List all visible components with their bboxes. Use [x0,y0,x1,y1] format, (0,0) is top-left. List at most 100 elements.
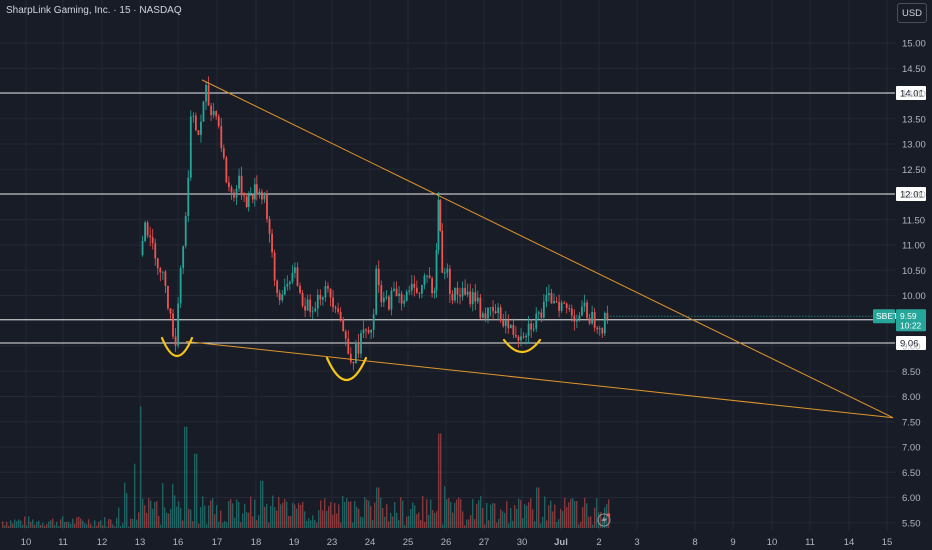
candle-body [339,311,342,320]
candle-body [167,285,169,309]
volume-bar [64,521,66,528]
volume-bar [196,453,198,528]
candle-body [327,286,329,289]
volume-bar [280,504,282,528]
x-tick-label: 12 [97,537,108,548]
volume-bar [462,511,464,528]
volume-bar [154,502,156,528]
price-candles [141,76,895,371]
candle-body [398,293,400,297]
volume-bar [62,516,64,528]
volume-bar [292,502,294,528]
volume-bar [262,480,264,528]
volume-bar [520,499,522,528]
candle-body [370,329,373,333]
volume-bar [370,506,372,528]
volume-bar [200,507,202,528]
currency-button[interactable]: USD [897,3,927,23]
candle-body [288,281,291,284]
candle-body [405,291,408,301]
volume-bar [558,519,560,528]
x-tick-label: 8 [692,537,697,548]
volume-bar [66,521,68,528]
volume-bar [216,505,218,528]
volume-bar [258,515,260,528]
volume-bar [318,510,320,528]
y-tick-label: 14.00 [902,89,926,100]
volume-bar [264,506,266,528]
volume-bar [492,503,494,528]
volume-bar [310,520,312,528]
candle-body [357,342,360,354]
x-tick-label: 10 [767,537,778,548]
volume-bar [90,523,92,528]
candle-body [263,193,266,200]
volume-bar [540,523,542,528]
volume-bar [284,498,286,528]
candle-body [469,291,472,305]
chart-grid [0,0,895,530]
volume-bar [530,498,532,528]
candle-body [433,290,436,294]
candle-body [286,283,289,287]
volume-bar [388,521,390,528]
volume-bar [592,524,594,528]
volume-bar [536,487,538,528]
candle-body [459,294,461,297]
volume-bar [94,520,96,528]
candle-body [415,287,418,293]
volume-bar [58,526,60,528]
volume-bar [450,501,452,528]
volume-bar [428,514,430,528]
candle-body [324,286,327,298]
y-tick-label: 12.50 [902,165,926,176]
time-axis[interactable]: 10 11 12 13 16 17 18 19 23 24 25 26 27 30 Jul 2 3 8 9 10 11 1… [21,537,893,548]
candle-body [151,237,154,244]
volume-bar [392,516,394,528]
candle-body [456,287,459,295]
volume-bar [176,506,178,528]
candle-body [421,285,423,294]
candle-body [220,126,223,149]
candle-body [499,307,502,321]
price-axis[interactable]: 15.00 14.50 14.00 13.50 13.00 12.50 12.00 11.50… [902,39,926,530]
level-badge [896,335,926,350]
volume-bar [86,524,88,528]
volume-bar [290,515,292,528]
candle-body [329,288,332,298]
volume-bar [278,497,280,528]
volume-bar [16,521,18,528]
candle-body [603,312,606,334]
candle-body [509,324,512,329]
y-tick-label: 14.50 [902,64,926,75]
candle-body [205,84,207,102]
volume-bar [518,498,520,528]
volume-bar [456,499,458,528]
volume-bar [552,511,554,528]
candle-body [372,314,375,330]
volume-bar [606,504,608,528]
volume-bar [402,500,404,528]
volume-bar [350,501,352,528]
x-tick-label: 14 [844,537,855,548]
trendlines[interactable] [185,79,894,419]
candle-body [565,303,568,309]
bottom-arc [325,356,368,381]
candle-body [309,299,312,312]
volume-bar [114,526,116,528]
volume-bar [160,524,162,528]
candle-body [144,222,146,241]
volume-bar [34,524,36,528]
candle-body [233,192,235,198]
flash-icon[interactable] [597,513,611,527]
volume-bar [372,519,374,528]
candle-body [380,285,383,303]
volume-bar [376,487,378,528]
candle-body [164,271,167,286]
candle-body [390,290,393,310]
candle-body [215,111,218,117]
volume-bar [396,512,398,528]
x-tick-label: 11 [58,537,68,548]
